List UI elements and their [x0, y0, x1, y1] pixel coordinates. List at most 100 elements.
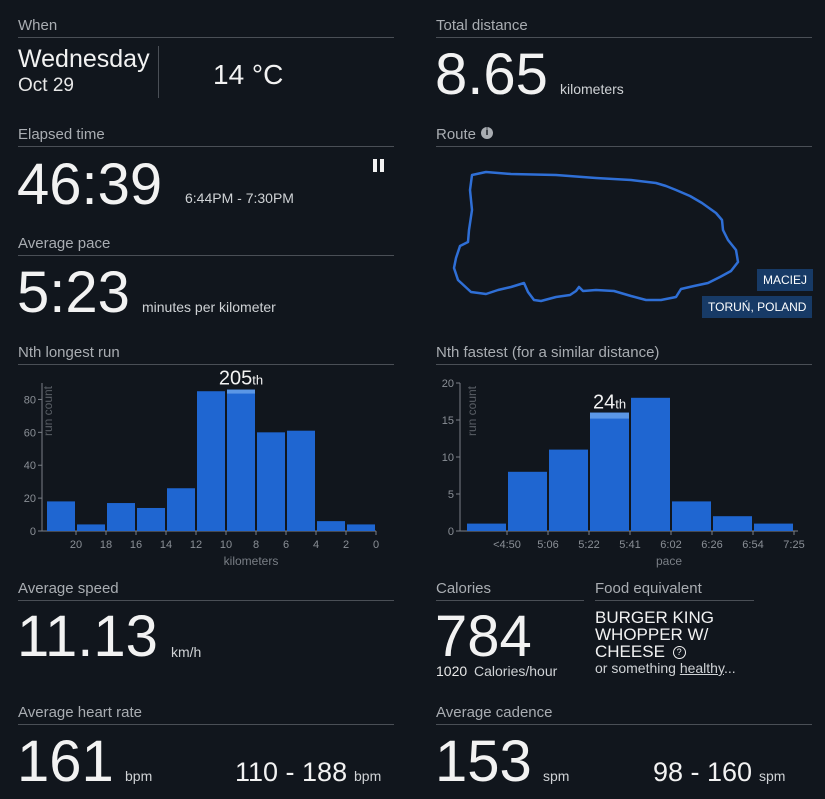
x-tick-label: 8: [253, 539, 259, 551]
elapsed-divider: [18, 146, 394, 147]
y-tick-label: 5: [448, 489, 454, 501]
food-line-3: CHEESE ?: [595, 643, 714, 660]
speed-value: 11.13: [17, 604, 158, 669]
x-tick-label: <4:50: [493, 539, 521, 551]
heart-rate-title: Average heart rate: [18, 704, 142, 721]
rank-suffix: th: [252, 373, 263, 388]
when-divider: [18, 37, 394, 38]
food-line-2: WHOPPER W/: [595, 625, 709, 644]
speed-divider: [18, 600, 394, 601]
bar: [47, 501, 75, 531]
bar: [197, 391, 225, 531]
speed-unit: km/h: [171, 644, 202, 660]
rank-number: 24: [593, 392, 615, 414]
x-tick-label: 7:25: [783, 539, 804, 551]
when-separator: [158, 46, 159, 98]
food-alt-suffix: ...: [723, 660, 736, 676]
x-tick-label: 4: [313, 539, 319, 551]
bar-highlight: [590, 412, 629, 419]
heart-rate-value: 161: [17, 729, 114, 794]
weekday: Wednesday: [18, 45, 150, 73]
x-tick-label: 6:26: [701, 539, 722, 551]
bar: [508, 471, 547, 531]
pace-title: Average pace: [18, 235, 111, 252]
distance-unit: kilometers: [560, 81, 624, 97]
healthy-link[interactable]: healthy: [679, 660, 724, 676]
nth-fastest-title: Nth fastest (for a similar distance): [436, 344, 660, 361]
food-divider: [595, 600, 754, 601]
route-owner-tag: MACIEJ: [757, 269, 814, 291]
heart-rate-range-unit: bpm: [354, 768, 382, 784]
nth-longest-divider: [18, 364, 394, 365]
y-axis-label: run count: [465, 385, 479, 436]
route-title: Route: [436, 126, 477, 143]
cadence-divider: [436, 724, 812, 725]
y-tick-label: 40: [24, 460, 36, 472]
date: Oct 29: [18, 75, 74, 96]
distance-value: 8.65: [435, 42, 548, 107]
pause-icon[interactable]: [373, 159, 385, 173]
question-circle-icon[interactable]: ?: [672, 646, 686, 659]
route-location-tag: TORUŃ, POLAND: [702, 296, 813, 318]
bar: [77, 524, 105, 531]
calories-per-hour-label: Calories/hour: [474, 663, 558, 679]
y-tick-label: 60: [24, 427, 36, 439]
x-tick-label: 6:02: [660, 539, 681, 551]
bar: [672, 501, 711, 531]
bar: [590, 412, 629, 531]
elapsed-title: Elapsed time: [18, 126, 105, 143]
x-tick-label: 5:06: [537, 539, 558, 551]
y-tick-label: 10: [442, 452, 454, 464]
elapsed-range: 6:44PM - 7:30PM: [185, 190, 294, 206]
x-tick-label: 18: [100, 539, 112, 551]
nth-longest-title: Nth longest run: [18, 344, 120, 361]
info-icon[interactable]: i: [481, 127, 493, 139]
speed-title: Average speed: [18, 580, 119, 597]
pace-divider: [18, 255, 394, 256]
heart-rate-unit: bpm: [125, 768, 153, 784]
route-divider: [436, 146, 812, 147]
cadence-title: Average cadence: [436, 704, 553, 721]
x-tick-label: 5:22: [578, 539, 599, 551]
y-tick-label: 20: [442, 378, 454, 390]
distance-title: Total distance: [436, 17, 528, 34]
rank-number: 205: [219, 368, 252, 390]
temperature: 14 °C: [213, 59, 284, 90]
bar: [549, 449, 588, 531]
bar: [137, 507, 165, 531]
rank-suffix: th: [615, 397, 626, 412]
bar-highlight: [227, 389, 255, 394]
x-tick-label: 0: [373, 539, 379, 551]
bar: [631, 397, 670, 531]
x-axis-label: pace: [656, 554, 682, 568]
food-name: BURGER KING WHOPPER W/ CHEESE ?: [595, 609, 714, 660]
calories-title: Calories: [436, 580, 492, 597]
y-tick-label: 0: [448, 526, 454, 538]
cadence-range-unit: spm: [759, 768, 786, 784]
bar: [257, 432, 285, 531]
heart-rate-divider: [18, 724, 394, 725]
y-tick-label: 20: [24, 493, 36, 505]
bar: [713, 516, 752, 531]
rank-label: 205th: [219, 368, 263, 390]
y-tick-label: 80: [24, 394, 36, 406]
food-alt-prefix: or something: [595, 660, 680, 676]
x-tick-label: 5:41: [619, 539, 640, 551]
rank-label: 24th: [593, 392, 626, 414]
bar: [227, 389, 255, 531]
y-tick-label: 0: [30, 526, 36, 538]
x-tick-label: 16: [130, 539, 142, 551]
bar: [167, 488, 195, 531]
calories-per-hour-value: 1020: [436, 663, 468, 679]
food-title: Food equivalent: [595, 580, 702, 597]
x-axis-label: kilometers: [224, 554, 279, 568]
heart-rate-range: 110 - 188: [235, 757, 348, 787]
route-line: [452, 170, 740, 303]
x-tick-label: 20: [70, 539, 82, 551]
x-tick-label: 14: [160, 539, 172, 551]
cadence-value: 153: [435, 729, 532, 794]
bar: [467, 523, 506, 531]
x-tick-label: 2: [343, 539, 349, 551]
x-tick-label: 10: [220, 539, 232, 551]
